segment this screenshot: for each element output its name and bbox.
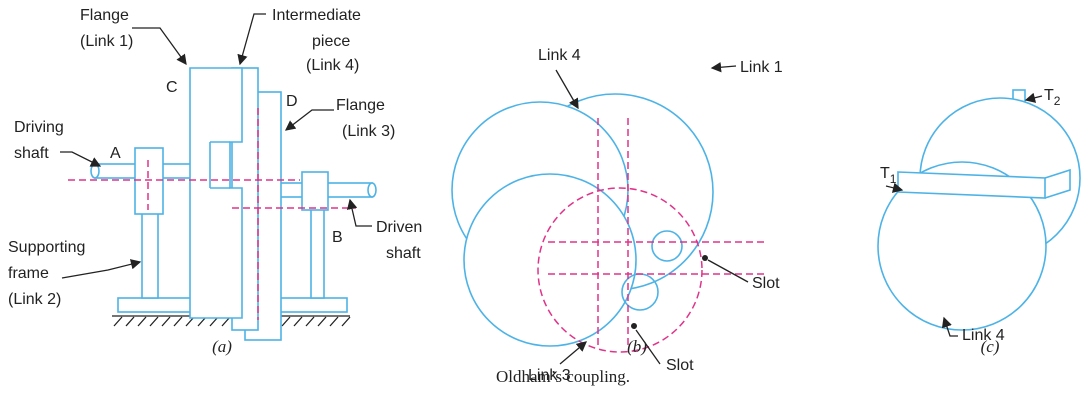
label: Driving [14,119,64,136]
label: (Link 1) [80,33,133,50]
label: shaft [14,145,49,162]
label-sub: 1 [890,172,897,186]
label-main: T [880,165,890,182]
label: Link 4 [538,47,581,64]
label: D [286,93,298,110]
label: Flange [80,7,129,24]
label: (Link 4) [306,57,359,74]
label: Intermediate [272,7,361,24]
figure-caption: Oldham’s coupling. [496,367,630,386]
label: shaft [386,245,421,262]
label: frame [8,265,49,282]
label: Slot [752,275,780,292]
panel-a: Flange (Link 1) Intermediate piece (Link… [8,7,422,356]
label: A [110,145,121,162]
label: Supporting [8,239,85,256]
label: Link 1 [740,59,783,76]
panel-b: Link 4 Link 1 Slot Slot Link 3 (b) [452,47,783,384]
label: Flange [336,97,385,114]
label: piece [312,33,350,50]
label: T1 [880,165,897,186]
diagram: Flange (Link 1) Intermediate piece (Link… [0,0,1091,398]
caption: (c) [981,337,1000,356]
label: Driven [376,219,422,236]
label: (Link 2) [8,291,61,308]
caption: (b) [627,337,647,356]
label: C [166,79,178,96]
caption: (a) [212,337,232,356]
label: Slot [666,357,694,374]
label-main: T [1044,87,1054,104]
label: T2 [1044,87,1061,108]
label: (Link 3) [342,123,395,140]
panel-c: T1 T2 Link 4 (c) [878,87,1080,356]
label: B [332,229,343,246]
label-sub: 2 [1054,94,1061,108]
